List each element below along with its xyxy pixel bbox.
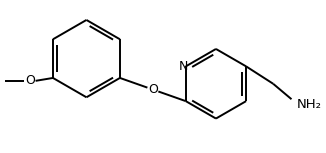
Text: O: O	[25, 74, 35, 87]
Text: O: O	[148, 83, 158, 96]
Text: N: N	[179, 60, 188, 73]
Text: NH₂: NH₂	[296, 98, 321, 111]
